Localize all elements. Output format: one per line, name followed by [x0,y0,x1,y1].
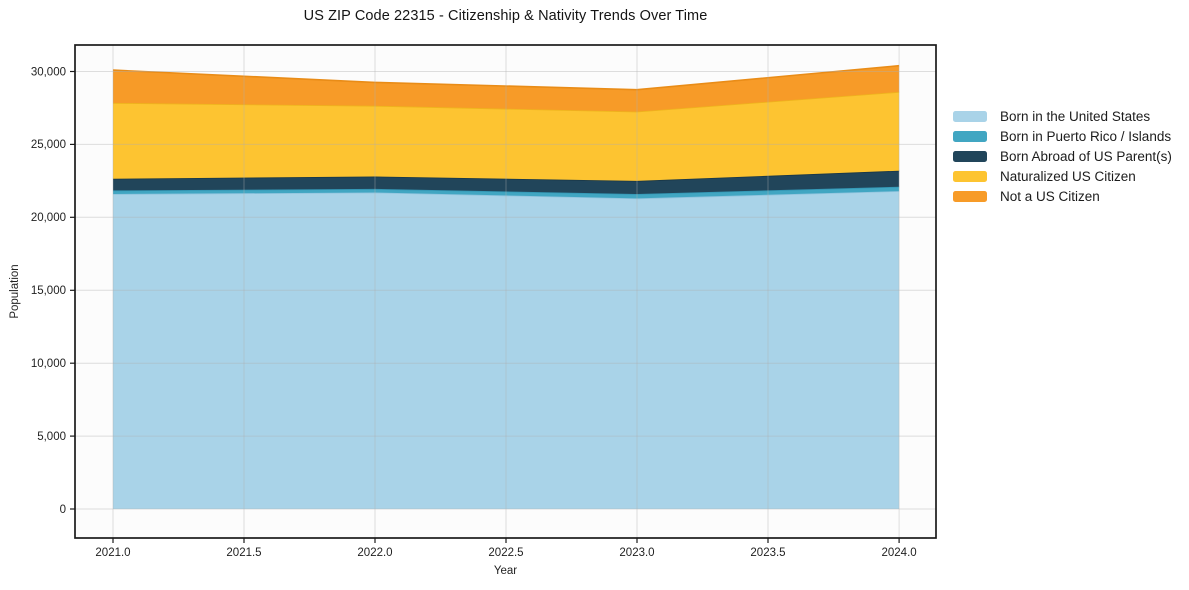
legend-swatch [953,130,987,142]
area-series-0 [113,191,900,509]
chart-title: US ZIP Code 22315 - Citizenship & Nativi… [303,8,708,24]
area-series-3 [113,91,900,181]
y-tick-label: 20,000 [31,212,66,224]
x-tick-label: 2022.5 [488,547,523,559]
legend: Born in the United States Born in Puerto … [953,106,1172,206]
legend-label: Born in the United States [1000,108,1151,124]
x-tick-label: 2024.0 [882,547,917,559]
legend-swatch [953,170,987,182]
x-axis-label: Year [494,565,517,577]
y-tick-label: 5,000 [37,431,66,443]
legend-item: Born in Puerto Rico / Islands [953,126,1172,146]
y-tick-label: 25,000 [31,139,66,151]
x-tick-label: 2023.5 [750,547,785,559]
y-tick-label: 15,000 [31,285,66,297]
legend-item: Naturalized US Citizen [953,166,1172,186]
y-tick-label: 0 [60,504,66,516]
x-tick-label: 2021.5 [226,547,261,559]
x-tick-label: 2023.0 [619,547,654,559]
x-tick-label: 2021.0 [95,547,130,559]
area-series-2 [113,170,900,194]
legend-item: Born Abroad of US Parent(s) [953,146,1172,166]
legend-label: Born in Puerto Rico / Islands [1000,128,1172,144]
y-tick-label: 10,000 [31,358,66,370]
x-tick-label: 2022.0 [357,547,392,559]
area-edge-4 [112,64,900,91]
y-axis-label: Population [9,264,21,318]
legend-label: Naturalized US Citizen [1000,168,1136,184]
legend-swatch [953,110,987,122]
legend-swatch [953,150,987,162]
legend-label: Not a US Citizen [1000,188,1100,204]
legend-item: Born in the United States [953,106,1172,126]
legend-item: Not a US Citizen [953,186,1172,206]
legend-label: Born Abroad of US Parent(s) [1000,148,1172,164]
legend-swatch [953,190,987,202]
area-series-4 [113,65,900,112]
y-tick-label: 30,000 [31,66,66,78]
